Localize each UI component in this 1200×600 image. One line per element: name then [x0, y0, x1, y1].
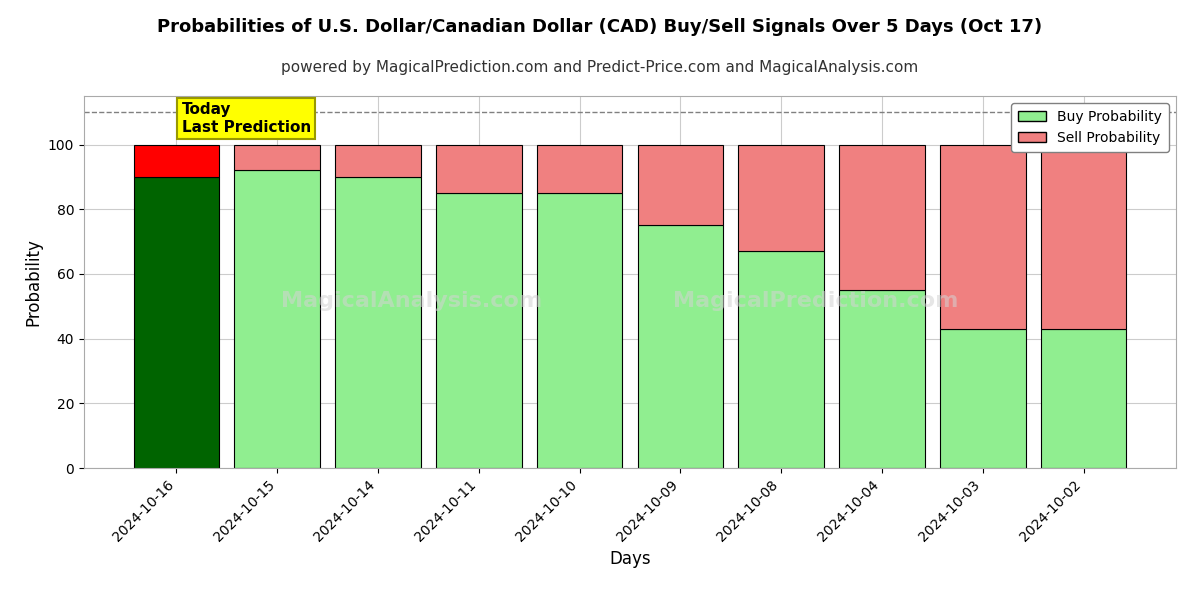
Text: powered by MagicalPrediction.com and Predict-Price.com and MagicalAnalysis.com: powered by MagicalPrediction.com and Pre… — [281, 60, 919, 75]
Text: Today
Last Prediction: Today Last Prediction — [181, 103, 311, 135]
Bar — [436, 145, 522, 193]
Bar — [637, 145, 724, 226]
Bar — [839, 290, 925, 468]
Bar — [234, 170, 320, 468]
Bar — [133, 145, 220, 177]
X-axis label: Days: Days — [610, 550, 650, 568]
Bar — [335, 145, 421, 177]
Bar — [738, 145, 824, 251]
Bar — [738, 251, 824, 468]
Bar — [436, 193, 522, 468]
Legend: Buy Probability, Sell Probability: Buy Probability, Sell Probability — [1012, 103, 1169, 152]
Y-axis label: Probability: Probability — [24, 238, 42, 326]
Bar — [234, 145, 320, 170]
Bar — [940, 145, 1026, 329]
Bar — [1040, 145, 1127, 329]
Bar — [940, 329, 1026, 468]
Text: Probabilities of U.S. Dollar/Canadian Dollar (CAD) Buy/Sell Signals Over 5 Days : Probabilities of U.S. Dollar/Canadian Do… — [157, 18, 1043, 36]
Text: MagicalAnalysis.com: MagicalAnalysis.com — [281, 290, 542, 311]
Bar — [1040, 329, 1127, 468]
Bar — [133, 177, 220, 468]
Bar — [335, 177, 421, 468]
Bar — [536, 193, 623, 468]
Text: MagicalPrediction.com: MagicalPrediction.com — [673, 290, 959, 311]
Bar — [839, 145, 925, 290]
Bar — [536, 145, 623, 193]
Bar — [637, 226, 724, 468]
